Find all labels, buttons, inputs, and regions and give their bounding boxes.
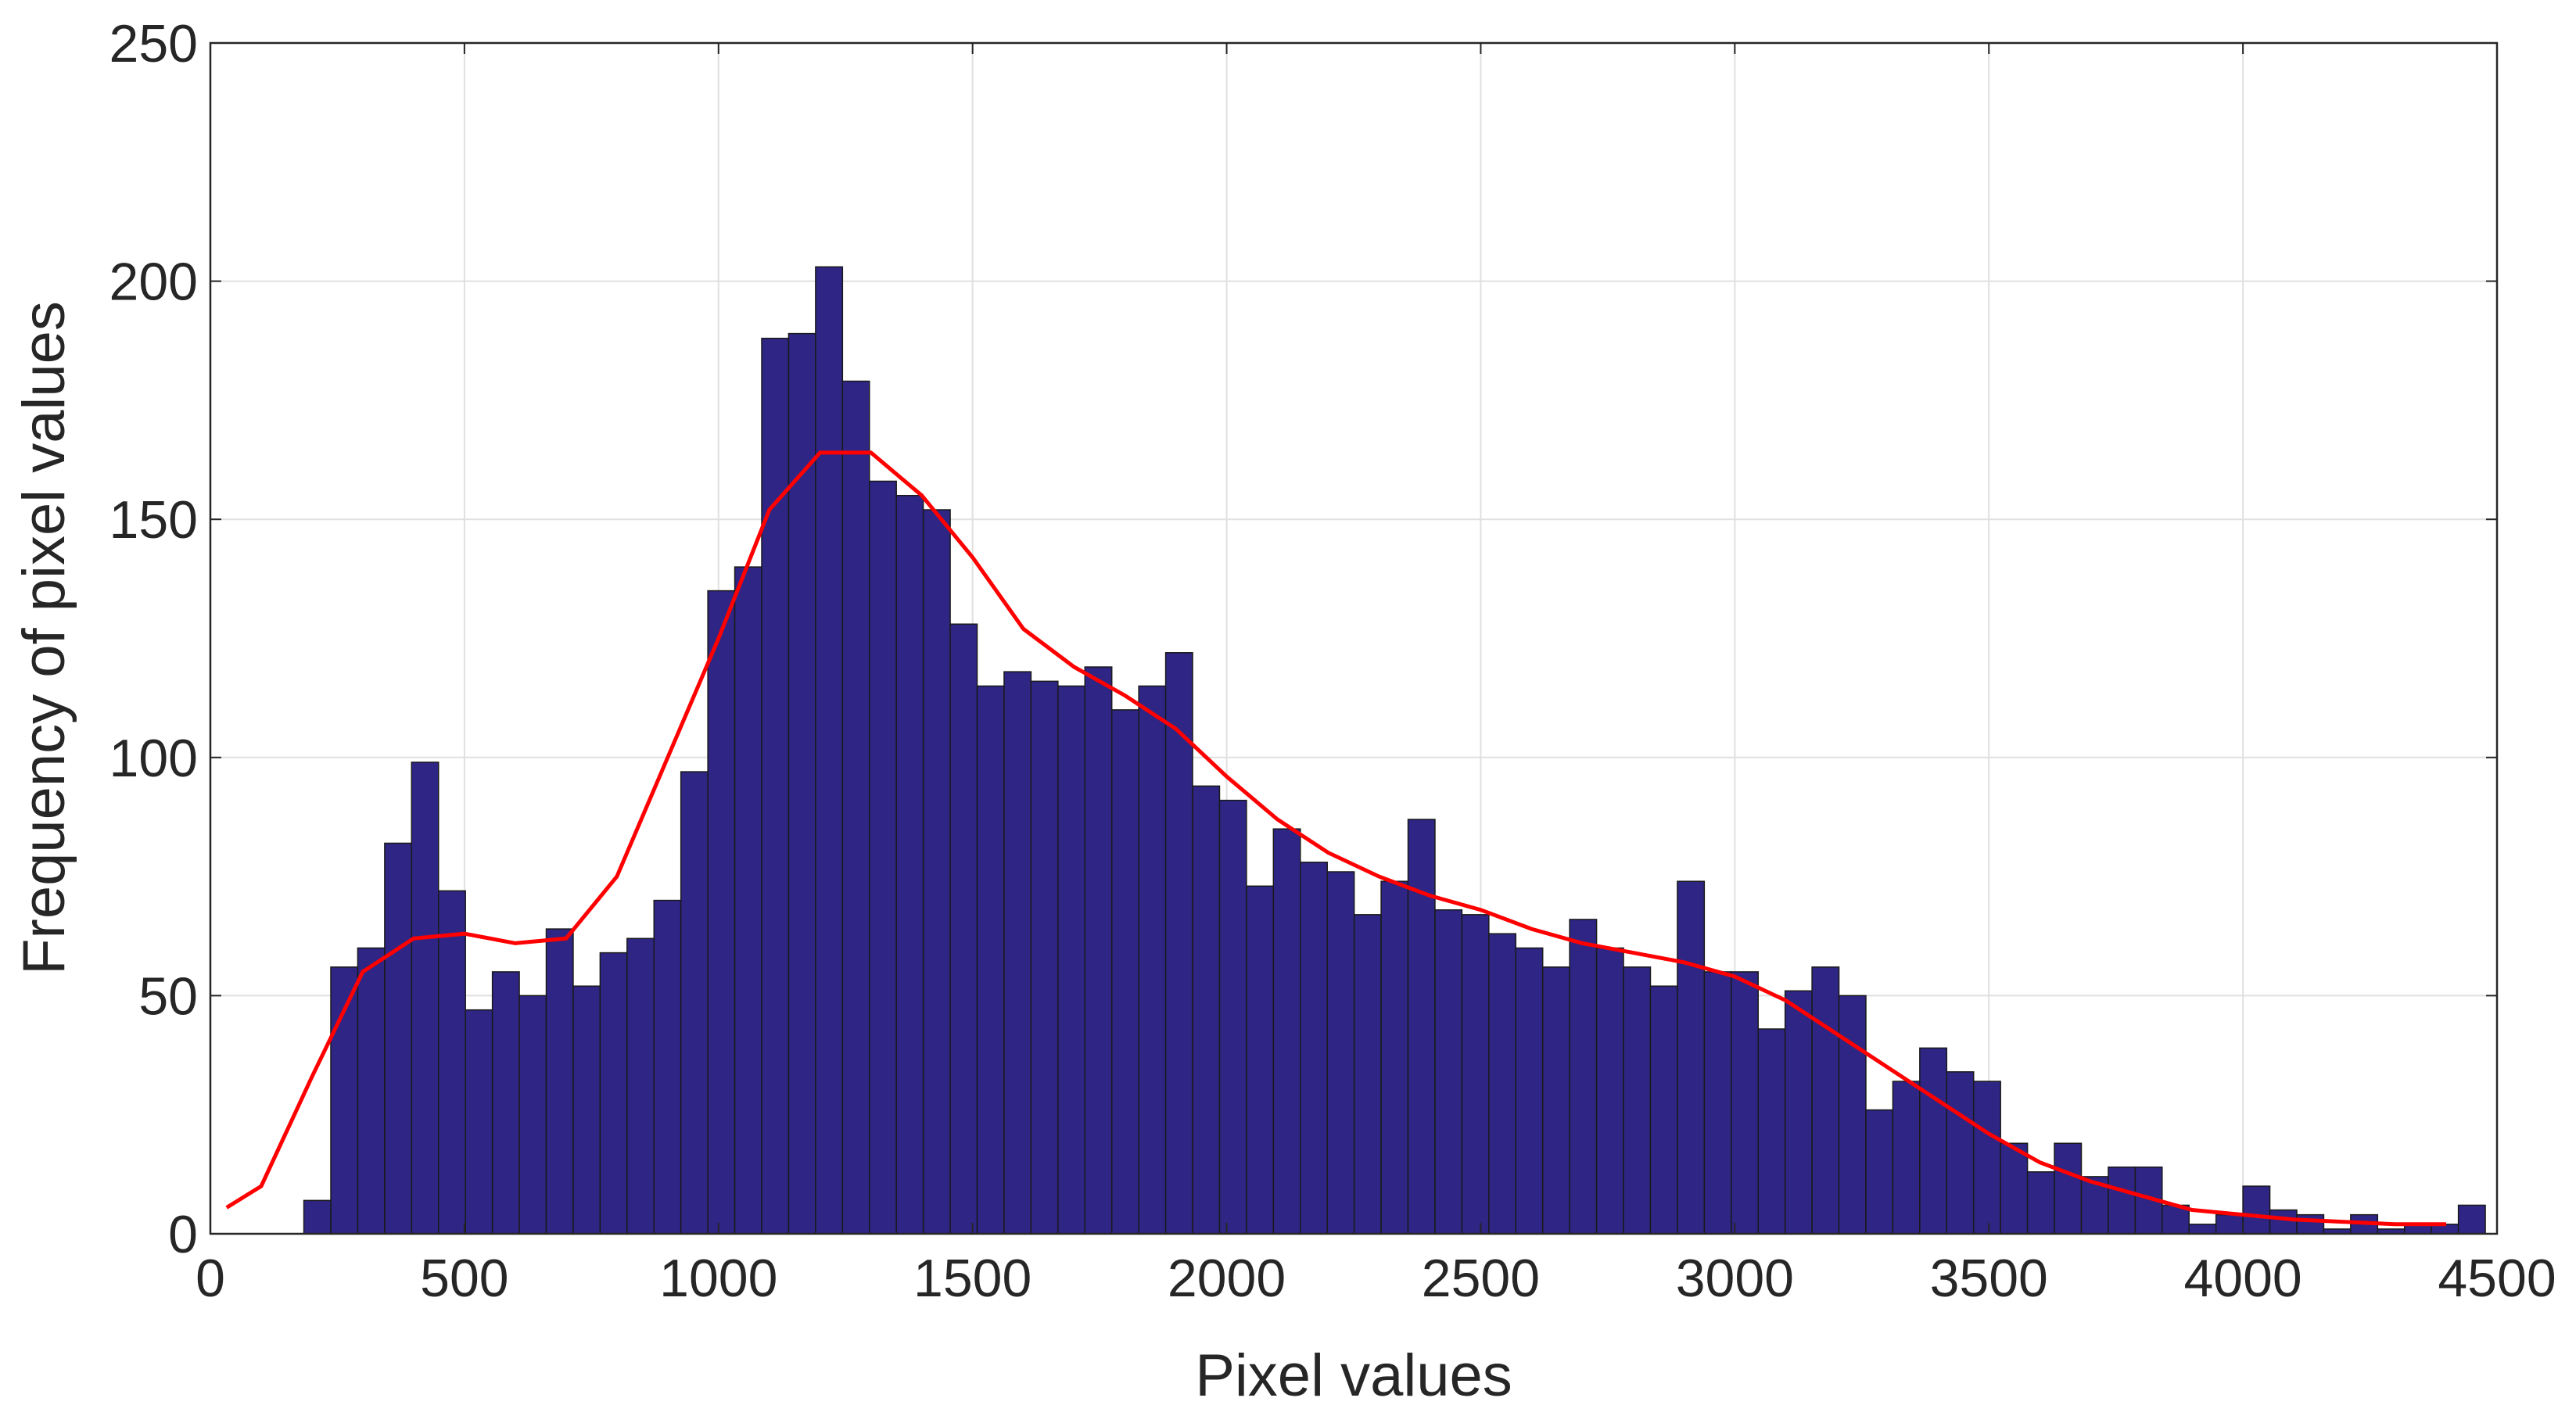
bar	[2188, 1224, 2217, 1235]
bar	[1272, 828, 1301, 1235]
x-tick-label: 3000	[1676, 1249, 1794, 1308]
bar	[2108, 1166, 2137, 1235]
bar	[869, 480, 897, 1235]
bar	[1434, 909, 1463, 1235]
x-tick-label: 3500	[1930, 1249, 2048, 1308]
bar	[1784, 990, 1813, 1235]
bar	[2269, 1209, 2298, 1235]
bar	[1461, 914, 1490, 1235]
bar	[2457, 1204, 2486, 1235]
bar	[545, 928, 574, 1235]
bar	[1164, 652, 1193, 1235]
y-axis-label: Frequency of pixel values	[11, 301, 77, 975]
y-tick-label: 200	[109, 253, 198, 312]
y-tick-label: 150	[109, 490, 198, 550]
bar	[1731, 971, 1759, 1235]
bar	[438, 890, 466, 1235]
bar	[1919, 1047, 1948, 1235]
x-tick-label: 4000	[2183, 1249, 2302, 1308]
x-tick-label: 0	[196, 1249, 225, 1308]
bar	[572, 985, 601, 1235]
bar	[384, 842, 413, 1235]
bar	[491, 971, 520, 1235]
x-tick-label: 2000	[1168, 1249, 1286, 1308]
bar	[1326, 871, 1355, 1235]
bar	[1677, 880, 1706, 1235]
bar	[1649, 985, 1678, 1235]
bar	[680, 771, 709, 1235]
bar	[1110, 709, 1139, 1235]
bar	[2296, 1213, 2325, 1235]
bar	[2215, 1213, 2244, 1235]
bar	[1892, 1081, 1921, 1235]
bar	[1515, 947, 1544, 1235]
x-tick-label: 4500	[2438, 1249, 2556, 1308]
bar	[1030, 680, 1059, 1235]
y-tick-label: 0	[168, 1205, 198, 1264]
x-tick-label: 2500	[1422, 1249, 1540, 1308]
x-axis-label: Pixel values	[1195, 1342, 1512, 1409]
bar	[788, 332, 816, 1235]
bar	[1946, 1071, 1975, 1235]
bar	[976, 685, 1005, 1235]
bar	[1865, 1109, 1894, 1235]
bar	[2000, 1142, 2029, 1235]
bar	[1218, 799, 1247, 1235]
bar	[626, 937, 655, 1235]
bar	[1703, 971, 1732, 1235]
bar	[1972, 1081, 2001, 1235]
bar	[2242, 1185, 2271, 1235]
x-tick-label: 1000	[659, 1249, 777, 1308]
bar	[1838, 995, 1867, 1235]
bar	[734, 566, 762, 1235]
bar	[1003, 671, 1032, 1235]
bar	[761, 337, 790, 1235]
bar	[841, 380, 870, 1235]
bar	[2162, 1204, 2190, 1235]
bar	[1541, 966, 1570, 1235]
bar	[2054, 1142, 2083, 1235]
bar	[1084, 666, 1113, 1235]
bar	[815, 266, 844, 1235]
bar	[357, 947, 386, 1235]
bar	[599, 952, 628, 1235]
bar	[653, 899, 682, 1235]
bar	[1488, 933, 1517, 1235]
bar	[1757, 1028, 1786, 1235]
bar	[895, 494, 924, 1235]
bar	[1811, 966, 1840, 1235]
bar	[922, 509, 951, 1235]
y-tick-label: 100	[109, 729, 198, 788]
bar	[1300, 862, 1328, 1235]
bar	[707, 590, 736, 1235]
y-tick-label: 50	[138, 966, 198, 1026]
bar	[1569, 919, 1598, 1235]
bar	[1246, 885, 1275, 1235]
x-tick-label: 500	[420, 1249, 508, 1308]
bar	[1057, 685, 1086, 1235]
bar	[303, 1199, 332, 1235]
bar	[1407, 819, 1436, 1235]
plot-frame	[209, 41, 2499, 1235]
bar	[518, 995, 547, 1235]
bar	[1353, 914, 1382, 1235]
bar	[411, 762, 439, 1235]
x-tick-label: 1500	[913, 1249, 1031, 1308]
bar	[1380, 880, 1409, 1235]
bar	[465, 1009, 493, 1235]
bar	[1623, 966, 1652, 1235]
fit-curve	[225, 450, 2446, 1227]
bar	[949, 623, 978, 1235]
y-tick-label: 250	[109, 14, 198, 73]
bar	[1138, 685, 1167, 1235]
bar	[1192, 785, 1221, 1235]
bar	[1595, 947, 1624, 1235]
bar	[2026, 1171, 2055, 1235]
